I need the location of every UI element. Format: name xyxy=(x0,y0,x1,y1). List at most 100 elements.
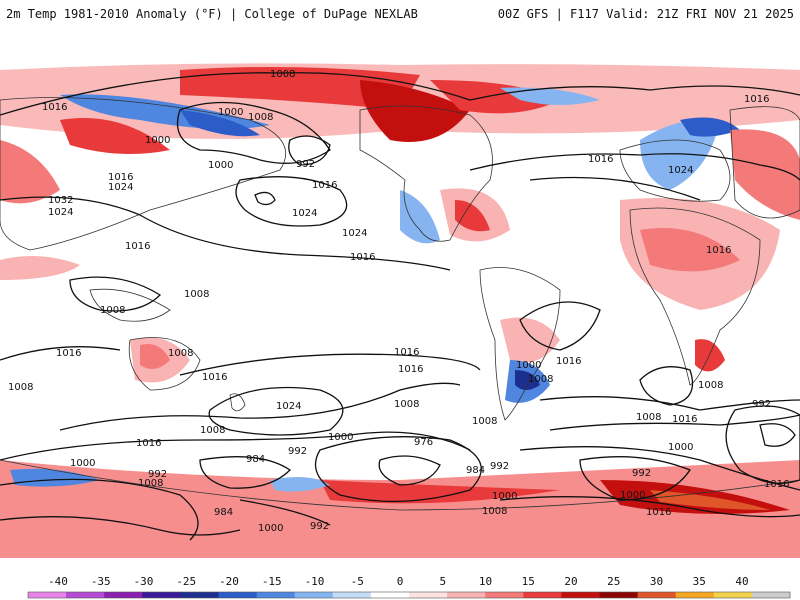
isobar-label: 1016 xyxy=(202,372,227,383)
legend-color-swatch xyxy=(675,592,715,598)
isobar-label: 1024 xyxy=(108,182,133,193)
isobar-contours xyxy=(0,72,800,541)
legend-tick-label: -15 xyxy=(262,575,282,588)
isobar-label: 984 xyxy=(214,507,233,518)
isobar-label: 1016 xyxy=(108,172,133,183)
isobar-label: 1008 xyxy=(482,506,507,517)
isobar-label: 1008 xyxy=(636,412,661,423)
isobar-label: 992 xyxy=(490,461,509,472)
legend-tick-label: -25 xyxy=(176,575,196,588)
isobar-label: 1008 xyxy=(248,112,273,123)
legend-color-swatch xyxy=(180,592,219,598)
legend-color-swatch xyxy=(409,592,448,598)
isobar-label: 1000 xyxy=(516,360,541,371)
legend-tick-label: 25 xyxy=(607,575,620,588)
legend-tick-label: -10 xyxy=(305,575,325,588)
isobar-label: 1016 xyxy=(350,252,375,263)
isobar-label: 1000 xyxy=(258,523,283,534)
legend-color-swatch xyxy=(485,592,524,598)
legend-color-swatch xyxy=(332,592,372,598)
isobar-label: 976 xyxy=(414,437,433,448)
legend-tick-label: 40 xyxy=(735,575,748,588)
isobar-label: 1000 xyxy=(492,491,517,502)
isobar-label: 992 xyxy=(296,159,315,170)
isobar-label: 1016 xyxy=(764,479,789,490)
legend-color-swatch xyxy=(142,592,181,598)
legend-color-swatch xyxy=(447,592,486,598)
isobar-label: 1016 xyxy=(394,347,419,358)
legend-tick-label: 10 xyxy=(479,575,492,588)
isobar-label: 1000 xyxy=(70,458,95,469)
legend-color-swatch xyxy=(218,592,258,598)
legend-color-swatch xyxy=(256,592,296,598)
isobar-label: 1016 xyxy=(398,364,423,375)
legend-color-swatch xyxy=(561,592,600,598)
isobar-label: 1016 xyxy=(646,507,671,518)
legend-bar-outline xyxy=(27,591,791,599)
legend-color-bar xyxy=(27,591,791,599)
isobar-label: 1000 xyxy=(328,432,353,443)
isobar-label: 1008 xyxy=(100,305,125,316)
isobar-label: 1000 xyxy=(218,107,243,118)
isobar-label: 1016 xyxy=(136,438,161,449)
isobar-label: 1008 xyxy=(8,382,33,393)
isobar-label: 1008 xyxy=(184,289,209,300)
title-bar: 2m Temp 1981-2010 Anomaly (°F) | College… xyxy=(0,0,800,30)
legend-tick-label: -35 xyxy=(91,575,111,588)
isobar-label: 1008 xyxy=(200,425,225,436)
isobar-label: 992 xyxy=(752,399,771,410)
isobar-label: 1000 xyxy=(208,160,233,171)
legend-color-swatch xyxy=(751,592,791,598)
color-scale-legend: -40 -35 -30 -25 -20 -15 -10 -5 0 5 10 15 20 25 30 35 40 xyxy=(27,575,791,599)
chart-title: 2m Temp 1981-2010 Anomaly (°F) | College… xyxy=(6,7,418,21)
legend-color-swatch xyxy=(637,592,677,598)
isobar-label: 1024 xyxy=(276,401,301,412)
legend-tick-label: -40 xyxy=(48,575,68,588)
isobar-label: 1008 xyxy=(394,399,419,410)
legend-color-swatch xyxy=(370,592,410,598)
model-run-info: 00Z GFS | F117 Valid: 21Z FRI NOV 21 202… xyxy=(497,7,794,21)
isobar-label: 1016 xyxy=(125,241,150,252)
isobar-label: 1016 xyxy=(588,154,613,165)
isobar-label: 1008 xyxy=(138,478,163,489)
isobar-label: 984 xyxy=(246,454,265,465)
legend-color-swatch xyxy=(523,592,562,598)
isobar-label: 992 xyxy=(310,521,329,532)
legend-tick-label: -5 xyxy=(351,575,364,588)
legend-color-swatch xyxy=(713,592,753,598)
legend-tick-label: 5 xyxy=(439,575,446,588)
isobar-label: 1024 xyxy=(48,207,73,218)
isobar-label: 992 xyxy=(288,446,307,457)
legend-tick-label: -30 xyxy=(134,575,154,588)
isobar-label: 992 xyxy=(632,468,651,479)
legend-color-swatch xyxy=(294,592,334,598)
continent-outlines xyxy=(0,97,800,511)
legend-tick-label: 15 xyxy=(522,575,535,588)
weather-map: 1008 1000 1000 1008 992 1016 1024 1024 1… xyxy=(0,40,800,558)
isobar-label: 1008 xyxy=(168,348,193,359)
isobar-label: 1016 xyxy=(312,180,337,191)
isobar-label: 1008 xyxy=(698,380,723,391)
isobar-label: 1000 xyxy=(620,490,645,501)
isobar-label: 1008 xyxy=(528,374,553,385)
isobar-label: 1000 xyxy=(668,442,693,453)
isobar-label: 1024 xyxy=(342,228,367,239)
legend-color-swatch xyxy=(599,592,639,598)
isobar-label: 1016 xyxy=(42,102,67,113)
temperature-anomaly-shading xyxy=(0,63,800,558)
isobar-label: 1016 xyxy=(56,348,81,359)
legend-tick-label: 30 xyxy=(650,575,663,588)
legend-tick-label: 0 xyxy=(397,575,404,588)
isobar-label: 1016 xyxy=(706,245,731,256)
isobar-label: 1024 xyxy=(292,208,317,219)
isobar-label: 1032 xyxy=(48,195,73,206)
legend-tick-label: 20 xyxy=(564,575,577,588)
isobar-label: 1008 xyxy=(270,69,295,80)
isobar-labels: 1008 1000 1000 1008 992 1016 1024 1024 1… xyxy=(8,69,789,534)
legend-color-swatch xyxy=(28,592,67,598)
legend-ticks: -40 -35 -30 -25 -20 -15 -10 -5 0 5 10 15 20 25 30 35 40 xyxy=(48,575,749,588)
legend-color-swatch xyxy=(66,592,105,598)
legend-tick-label: 35 xyxy=(693,575,706,588)
isobar-label: 992 xyxy=(148,469,167,480)
legend-tick-label: -20 xyxy=(219,575,239,588)
